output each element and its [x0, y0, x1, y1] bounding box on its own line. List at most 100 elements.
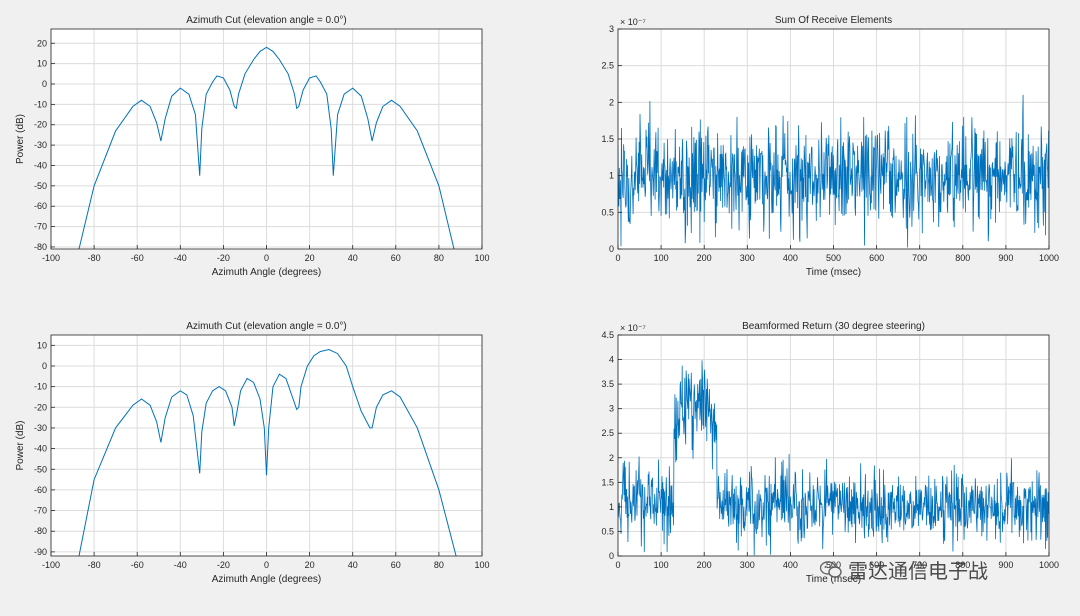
x-tick-label: -100: [42, 253, 60, 263]
chart-title: Beamformed Return (30 degree steering): [742, 321, 925, 332]
y-tick-label: -80: [34, 526, 47, 536]
y-tick-label: 2.5: [601, 61, 614, 71]
y-tick-label: 0.5: [601, 207, 614, 217]
y-tick-label: -40: [34, 444, 47, 454]
y-tick-label: -30: [34, 423, 47, 433]
x-tick-label: 100: [474, 560, 489, 570]
chart-4: 0 100 200 300 400 500 600 700 800 900 1000 4.5 4 3.5 3…: [601, 321, 1059, 585]
y-tick-label: 3: [609, 404, 614, 414]
chart-title: Azimuth Cut (elevation angle = 0.0°): [186, 15, 346, 26]
y-tick-label: 4.5: [601, 330, 614, 340]
series-line: [78, 46, 455, 249]
x-tick-label: 300: [740, 560, 755, 570]
y-tick-label: 3: [609, 24, 614, 34]
x-tick-label: 0: [615, 560, 620, 570]
y-axis-label: Power (dB): [15, 114, 26, 164]
y-tick-label: -90: [34, 547, 47, 557]
watermark: 雷达通信电子战: [820, 555, 988, 584]
y-tick-label: 0.5: [601, 526, 614, 536]
chart-3: -100 -80 -60 -40 -20 0 20 40 60 80 100100-10-20-30…: [15, 321, 490, 585]
y-tick-label: -60: [34, 201, 47, 211]
x-axis-label: Time (msec): [806, 574, 861, 585]
x-tick-label: 80: [434, 253, 444, 263]
y-tick-label: 2.5: [601, 428, 614, 438]
x-tick-label: -80: [88, 253, 101, 263]
y-tick-label: 1.5: [601, 134, 614, 144]
y-exponent-label: × 10⁻⁷: [620, 323, 646, 333]
x-tick-label: 0: [264, 560, 269, 570]
y-tick-label: 0: [609, 244, 614, 254]
x-tick-label: 700: [912, 253, 927, 263]
x-tick-label: -40: [174, 253, 187, 263]
y-tick-label: -30: [34, 140, 47, 150]
x-tick-label: 300: [740, 253, 755, 263]
x-tick-label: -20: [217, 253, 230, 263]
x-tick-label: 200: [697, 560, 712, 570]
y-tick-label: -40: [34, 160, 47, 170]
y-tick-label: 2: [609, 453, 614, 463]
y-tick-label: 4: [609, 355, 614, 365]
wechat-icon: [820, 560, 842, 578]
x-tick-label: 60: [391, 253, 401, 263]
x-tick-label: 400: [783, 560, 798, 570]
chart-1: -100 -80 -60 -40 -20 0 20 40 60 80 10020100-10-20-…: [15, 15, 490, 278]
x-tick-label: 1000: [1039, 560, 1059, 570]
y-tick-label: 1: [609, 171, 614, 181]
x-axis-label: Time (msec): [806, 267, 861, 278]
y-tick-label: -60: [34, 485, 47, 495]
y-tick-label: -70: [34, 506, 47, 516]
x-tick-label: -40: [174, 560, 187, 570]
y-tick-label: -50: [34, 181, 47, 191]
y-tick-label: -10: [34, 382, 47, 392]
chart-title: Sum Of Receive Elements: [775, 15, 892, 26]
y-axis-label: Power (dB): [15, 420, 26, 470]
x-tick-label: -100: [42, 560, 60, 570]
y-tick-label: -70: [34, 222, 47, 232]
watermark-text: 雷达通信电子战: [848, 559, 988, 583]
y-tick-label: -10: [34, 99, 47, 109]
x-tick-label: -60: [131, 560, 144, 570]
x-axis-label: Azimuth Angle (degrees): [212, 267, 322, 278]
x-tick-label: 0: [264, 253, 269, 263]
chart-2: 0 100 200 300 400 500 600 700 800 900 1000 3 2.5 2 1.5…: [601, 15, 1059, 278]
x-tick-label: -60: [131, 253, 144, 263]
y-tick-label: 3.5: [601, 379, 614, 389]
y-tick-label: 2: [609, 97, 614, 107]
y-tick-label: 10: [37, 340, 47, 350]
x-tick-label: 800: [955, 253, 970, 263]
y-tick-label: 10: [37, 59, 47, 69]
series-line: [78, 348, 457, 556]
x-tick-label: 80: [434, 560, 444, 570]
y-tick-label: 20: [37, 38, 47, 48]
x-tick-label: -20: [217, 560, 230, 570]
x-tick-label: 500: [826, 560, 841, 570]
x-axis-label: Azimuth Angle (degrees): [212, 574, 322, 585]
y-tick-label: 0: [42, 79, 47, 89]
x-tick-label: 600: [869, 253, 884, 263]
x-tick-label: 100: [474, 253, 489, 263]
y-tick-label: 1: [609, 502, 614, 512]
x-tick-label: 700: [912, 560, 927, 570]
y-tick-label: 0: [609, 551, 614, 561]
chart-title: Azimuth Cut (elevation angle = 0.0°): [186, 321, 346, 332]
y-exponent-label: × 10⁻⁷: [620, 17, 646, 27]
y-tick-label: 1.5: [601, 477, 614, 487]
y-tick-label: -20: [34, 402, 47, 412]
x-tick-label: 40: [348, 560, 358, 570]
y-tick-label: -20: [34, 120, 47, 130]
x-tick-label: 400: [783, 253, 798, 263]
x-tick-label: 900: [998, 253, 1013, 263]
x-tick-label: 900: [998, 560, 1013, 570]
x-tick-label: 500: [826, 253, 841, 263]
x-tick-label: 40: [348, 253, 358, 263]
x-tick-label: 1000: [1039, 253, 1059, 263]
x-tick-label: 100: [654, 253, 669, 263]
x-tick-label: 60: [391, 560, 401, 570]
x-tick-label: 800: [955, 560, 970, 570]
x-tick-label: 100: [654, 560, 669, 570]
series-line: [618, 94, 1049, 248]
x-tick-label: -80: [88, 560, 101, 570]
x-tick-label: 200: [697, 253, 712, 263]
y-tick-label: 0: [42, 361, 47, 371]
